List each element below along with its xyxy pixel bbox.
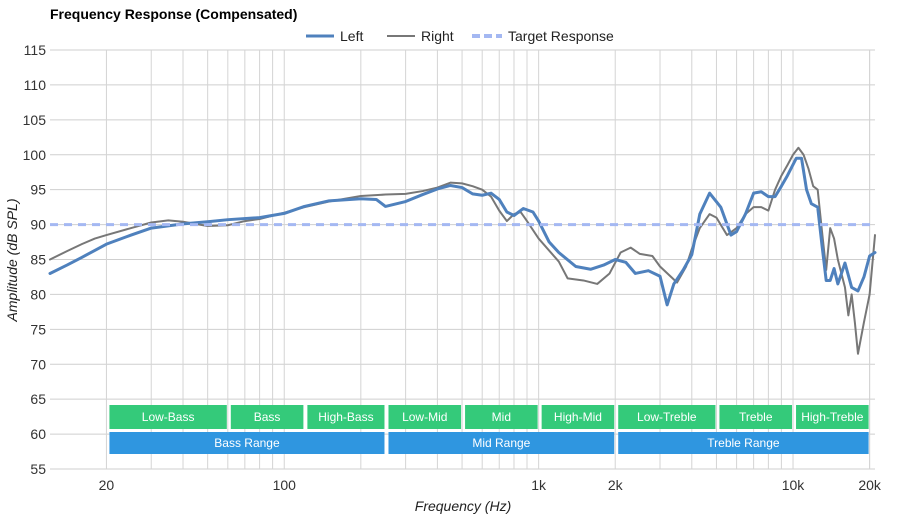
y-tick-label: 115 [24, 42, 47, 58]
y-tick-label: 90 [30, 217, 46, 233]
range-band [796, 405, 869, 429]
x-tick-label: 1k [531, 477, 547, 493]
legend-label: Left [340, 28, 363, 44]
range-band [109, 405, 227, 429]
range-band-label: Mid Range [472, 436, 530, 450]
range-band-label: Treble [739, 410, 773, 424]
range-band [388, 432, 615, 454]
x-tick-label: 100 [273, 477, 297, 493]
x-tick-label: 2k [608, 477, 624, 493]
chart-title: Frequency Response (Compensated) [50, 6, 297, 22]
legend-label: Target Response [508, 28, 614, 44]
x-axis-label: Frequency (Hz) [415, 498, 511, 514]
y-tick-label: 60 [30, 426, 46, 442]
x-tick-label: 10k [782, 477, 806, 493]
y-axis-label: Amplitude (dB SPL) [4, 199, 20, 323]
y-tick-label: 105 [23, 112, 47, 128]
range-band-label: Mid [492, 410, 511, 424]
range-band-label: Low-Treble [637, 410, 697, 424]
range-band-label: Low-Mid [402, 410, 447, 424]
grid [50, 49, 875, 470]
legend: Left Right Target Response [306, 28, 614, 44]
range-band [541, 405, 615, 429]
range-bands: Low-Bass Bass High-Bass Low-Mid Mid High-Mid L… [109, 405, 869, 454]
range-band [307, 405, 385, 429]
range-band [230, 405, 304, 429]
series-line-left [48, 156, 877, 307]
x-tick-label: 20 [99, 477, 115, 493]
range-band [388, 405, 462, 429]
y-tick-label: 55 [30, 461, 46, 477]
y-tick-label: 100 [23, 147, 47, 163]
y-tick-label: 75 [30, 321, 46, 337]
range-band-label: High-Bass [318, 410, 373, 424]
range-band-label: Treble Range [707, 436, 780, 450]
range-band-label: Bass Range [214, 436, 280, 450]
range-band-label: Low-Bass [142, 410, 195, 424]
y-tick-label: 95 [30, 182, 46, 198]
range-band [109, 432, 385, 454]
y-tick-label: 85 [30, 252, 46, 268]
range-band-label: Bass [254, 410, 281, 424]
range-band-label: High-Treble [801, 410, 864, 424]
x-tick-label: 20k [858, 477, 882, 493]
y-tick-label: 80 [30, 286, 46, 302]
series-lines [48, 146, 877, 355]
range-band [618, 405, 716, 429]
y-tick-label: 110 [24, 77, 47, 93]
y-tick-label: 65 [30, 391, 46, 407]
axis-ticks: 55 60 65 70 75 80 85 90 95 100 105 110 115 20 100 1k 2k 1… [23, 42, 882, 493]
legend-label: Right [421, 28, 454, 44]
range-band [465, 405, 538, 429]
range-band [618, 432, 869, 454]
range-band-label: High-Mid [554, 410, 602, 424]
range-band [719, 405, 793, 429]
y-tick-label: 70 [30, 356, 46, 372]
